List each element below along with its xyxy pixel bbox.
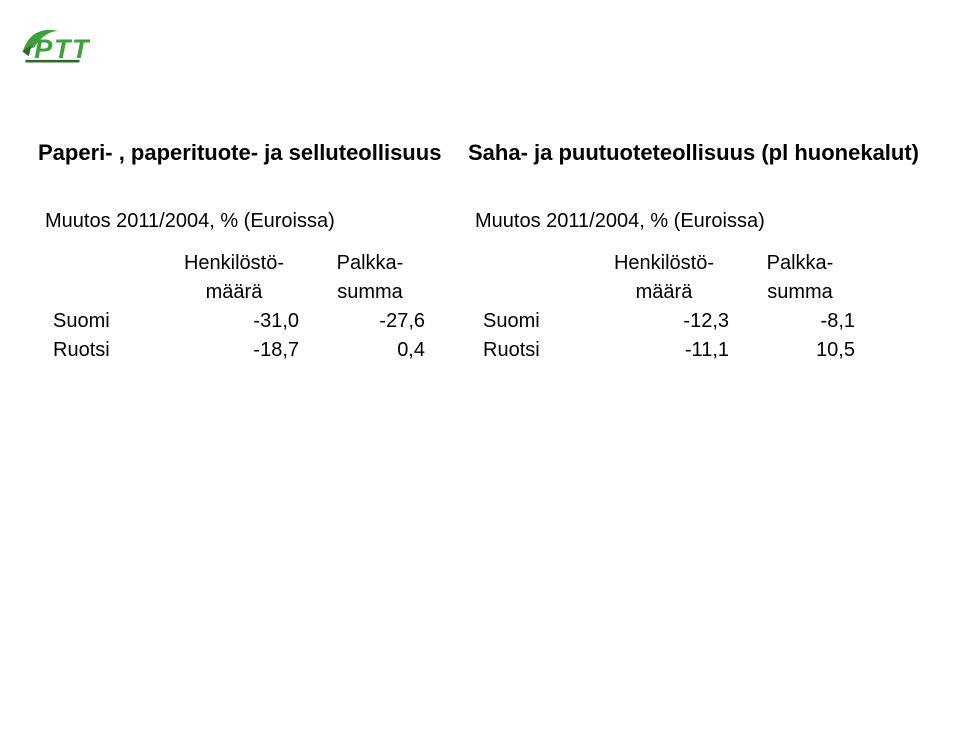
col1-header: Henkilöstö-	[591, 249, 737, 278]
cell-value: -8,1	[737, 307, 863, 336]
cell-value: -12,3	[591, 307, 737, 336]
left-subtitle: Muutos 2011/2004, % (Euroissa)	[45, 210, 475, 233]
row-label: Ruotsi	[45, 336, 161, 365]
table-row: Ruotsi -11,1 10,5	[475, 336, 863, 365]
left-table-block: Muutos 2011/2004, % (Euroissa) Henkilöst…	[45, 210, 475, 365]
cell-value: -18,7	[161, 336, 307, 365]
svg-text:T: T	[54, 34, 73, 64]
empty-cell	[45, 278, 161, 307]
empty-cell	[475, 278, 591, 307]
cell-value: -27,6	[307, 307, 433, 336]
col2-subheader: summa	[307, 278, 433, 307]
col1-subheader: määrä	[591, 278, 737, 307]
col2-subheader: summa	[737, 278, 863, 307]
tables-row: Muutos 2011/2004, % (Euroissa) Henkilöst…	[45, 210, 929, 365]
row-label: Ruotsi	[475, 336, 591, 365]
table-subheader-row: määrä summa	[475, 278, 863, 307]
heading-right: Saha- ja puutuoteteollisuus (pl huonekal…	[468, 140, 929, 166]
heading-left: Paperi- , paperituote- ja selluteollisuu…	[38, 140, 468, 166]
right-table-block: Muutos 2011/2004, % (Euroissa) Henkilöst…	[475, 210, 905, 365]
right-subtitle: Muutos 2011/2004, % (Euroissa)	[475, 210, 905, 233]
col2-header: Palkka-	[737, 249, 863, 278]
table-row: Suomi -12,3 -8,1	[475, 307, 863, 336]
cell-value: 0,4	[307, 336, 433, 365]
cell-value: -31,0	[161, 307, 307, 336]
headings-row: Paperi- , paperituote- ja selluteollisuu…	[38, 140, 929, 166]
cell-value: -11,1	[591, 336, 737, 365]
svg-text:T: T	[72, 34, 91, 64]
col2-header: Palkka-	[307, 249, 433, 278]
row-label: Suomi	[475, 307, 591, 336]
table-subheader-row: määrä summa	[45, 278, 433, 307]
empty-cell	[475, 249, 591, 278]
left-table: Henkilöstö- Palkka- määrä summa Suomi -3…	[45, 249, 433, 365]
table-header-row: Henkilöstö- Palkka-	[45, 249, 433, 278]
col1-subheader: määrä	[161, 278, 307, 307]
empty-cell	[45, 249, 161, 278]
right-table: Henkilöstö- Palkka- määrä summa Suomi -1…	[475, 249, 863, 365]
cell-value: 10,5	[737, 336, 863, 365]
row-label: Suomi	[45, 307, 161, 336]
svg-text:P: P	[34, 34, 53, 64]
table-row: Ruotsi -18,7 0,4	[45, 336, 433, 365]
table-header-row: Henkilöstö- Palkka-	[475, 249, 863, 278]
ptt-logo: P T T	[18, 20, 108, 70]
table-row: Suomi -31,0 -27,6	[45, 307, 433, 336]
slide-page: P T T Paperi- , paperituote- ja selluteo…	[0, 0, 959, 735]
col1-header: Henkilöstö-	[161, 249, 307, 278]
logo-text-icon: P T T	[25, 34, 91, 64]
